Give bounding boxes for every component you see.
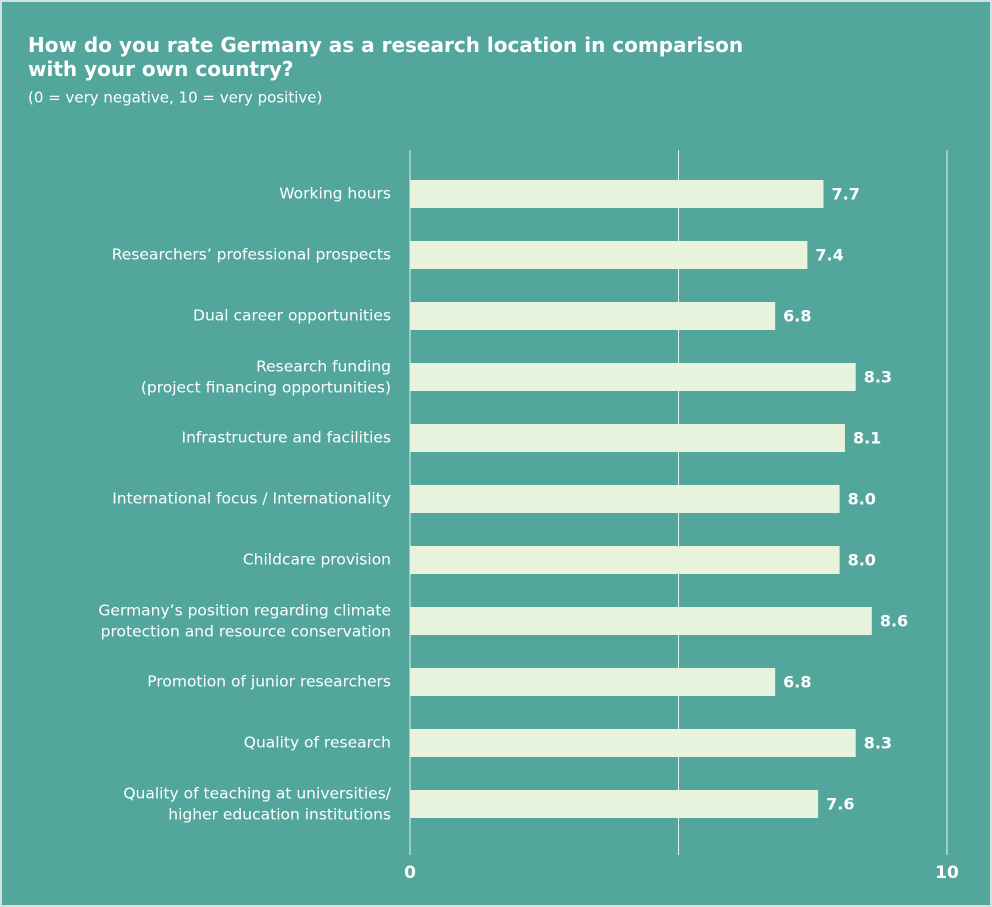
value-label: 8.3 xyxy=(864,368,892,387)
category-label: International focus / Internationality xyxy=(112,490,391,508)
category-label: Research funding (project financing oppor… xyxy=(141,357,391,396)
value-label: 6.8 xyxy=(783,673,811,692)
chart-title: How do you rate Germany as a research lo… xyxy=(28,33,743,81)
value-label: 7.6 xyxy=(826,795,854,814)
value-label: 6.8 xyxy=(783,307,811,326)
category-label: Quality of research xyxy=(244,734,391,752)
bar xyxy=(410,424,845,452)
bar xyxy=(410,668,776,696)
value-label: 7.7 xyxy=(831,185,859,204)
value-label: 8.1 xyxy=(853,429,881,448)
value-label: 8.0 xyxy=(848,490,876,509)
bar xyxy=(410,180,824,208)
category-label: Dual career opportunities xyxy=(193,307,391,325)
x-tick-label: 0 xyxy=(404,863,416,883)
category-label: Childcare provision xyxy=(243,551,391,569)
bar xyxy=(410,607,872,635)
chart-subtitle: (0 = very negative, 10 = very positive) xyxy=(28,89,322,107)
x-tick-label: 10 xyxy=(935,863,959,883)
category-label: Quality of teaching at universities/high… xyxy=(123,784,391,823)
bar xyxy=(410,363,856,391)
bar xyxy=(410,241,808,269)
bar xyxy=(410,546,840,574)
value-label: 8.6 xyxy=(880,612,908,631)
bar xyxy=(410,485,840,513)
category-label: Infrastructure and facilities xyxy=(182,429,391,447)
category-label: Germany’s position regarding climate prot… xyxy=(98,601,391,640)
value-label: 8.0 xyxy=(848,551,876,570)
bar xyxy=(410,790,819,818)
bar xyxy=(410,729,856,757)
value-label: 7.4 xyxy=(815,246,843,265)
bar xyxy=(410,302,776,330)
category-label: Researchers’ professional prospects xyxy=(112,246,391,264)
category-label: Promotion of junior researchers xyxy=(147,673,391,691)
category-label: Working hours xyxy=(279,185,391,203)
value-label: 8.3 xyxy=(864,734,892,753)
